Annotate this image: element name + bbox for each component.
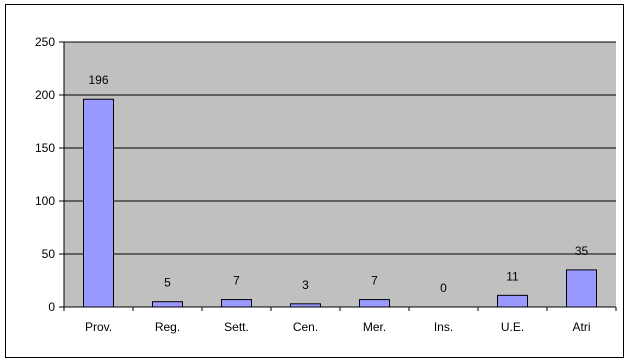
plot-area — [64, 42, 616, 307]
data-label-5: 0 — [440, 281, 447, 295]
bar-4 — [359, 299, 390, 308]
y-tick-label-150: 150 — [35, 141, 55, 155]
bar-3 — [290, 303, 321, 308]
x-tick-label-2: Sett. — [224, 320, 249, 334]
x-tick-label-1: Reg. — [155, 320, 180, 334]
y-tick-label-0: 0 — [48, 300, 55, 314]
data-label-1: 5 — [164, 276, 171, 290]
bar-7 — [566, 269, 597, 308]
y-tick-label-50: 50 — [42, 247, 56, 261]
bar-2 — [221, 299, 252, 308]
data-label-7: 35 — [575, 244, 589, 258]
data-label-2: 7 — [233, 274, 240, 288]
bar-1 — [152, 301, 183, 308]
x-tick-label-6: U.E. — [501, 320, 524, 334]
x-tick-label-7: Atri — [573, 320, 591, 334]
y-tick-label-100: 100 — [35, 194, 55, 208]
data-label-0: 196 — [88, 73, 108, 87]
x-tick-label-3: Cen. — [293, 320, 318, 334]
x-tick-label-0: Prov. — [85, 320, 112, 334]
x-tick-label-5: Ins. — [434, 320, 453, 334]
y-tick-label-200: 200 — [35, 88, 55, 102]
data-label-3: 3 — [302, 278, 309, 292]
data-label-4: 7 — [371, 274, 378, 288]
bar-0 — [83, 98, 114, 308]
bar-6 — [497, 294, 528, 308]
y-tick-label-250: 250 — [35, 35, 55, 49]
x-tick-label-4: Mer. — [363, 320, 386, 334]
data-label-6: 11 — [506, 269, 519, 283]
